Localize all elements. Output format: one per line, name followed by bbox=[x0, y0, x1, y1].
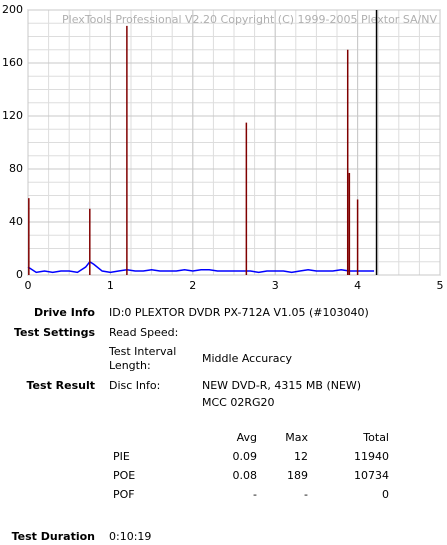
x-tick-label: 3 bbox=[272, 279, 279, 292]
label: Read Speed: bbox=[109, 326, 179, 339]
value: Middle Accuracy bbox=[202, 352, 293, 365]
x-tick-label: 0 bbox=[25, 279, 32, 292]
y-tick-label: 200 bbox=[2, 3, 23, 16]
cell: 0.09 bbox=[232, 450, 258, 463]
cell: 0 bbox=[382, 488, 389, 501]
y-tick-label: 80 bbox=[9, 162, 23, 175]
row-label: POE bbox=[113, 469, 136, 482]
label: Test Result bbox=[26, 379, 95, 392]
x-tick-label: 1 bbox=[107, 279, 114, 292]
column-header: Avg bbox=[236, 431, 257, 444]
cell: - bbox=[253, 488, 257, 501]
value: ID:0 PLEXTOR DVDR PX-712A V1.05 (#103040… bbox=[109, 306, 369, 319]
row-label: PIE bbox=[113, 450, 130, 463]
label: Test Settings bbox=[13, 326, 95, 339]
chart: PlexTools Professional V2.20 Copyright (… bbox=[2, 3, 444, 292]
y-tick-label: 120 bbox=[2, 109, 23, 122]
watermark: PlexTools Professional V2.20 Copyright (… bbox=[62, 13, 437, 26]
cell: 189 bbox=[287, 469, 308, 482]
label: Disc Info: bbox=[109, 379, 161, 392]
label: Test Interval Length: bbox=[109, 345, 177, 372]
cell: 12 bbox=[294, 450, 308, 463]
value: NEW DVD-R, 4315 MB (NEW) bbox=[202, 379, 362, 392]
cell: 0.08 bbox=[232, 469, 258, 482]
label: Test Duration bbox=[11, 530, 95, 543]
column-header: Total bbox=[363, 431, 389, 444]
x-tick-label: 5 bbox=[437, 279, 444, 292]
label: Drive Info bbox=[33, 306, 95, 319]
row-label: POF bbox=[113, 488, 135, 501]
pie-line bbox=[27, 260, 375, 274]
y-tick-label: 0 bbox=[16, 268, 23, 281]
y-tick-label: 160 bbox=[2, 56, 23, 69]
cell: 11940 bbox=[354, 450, 389, 463]
cell: 10734 bbox=[354, 469, 389, 482]
x-tick-label: 4 bbox=[354, 279, 361, 292]
value: 0:10:19 bbox=[109, 530, 152, 543]
cell: - bbox=[304, 488, 308, 501]
x-tick-label: 2 bbox=[189, 279, 196, 292]
value: MCC 02RG20 bbox=[202, 396, 275, 409]
column-header: Max bbox=[285, 431, 308, 444]
y-tick-label: 40 bbox=[9, 215, 23, 228]
